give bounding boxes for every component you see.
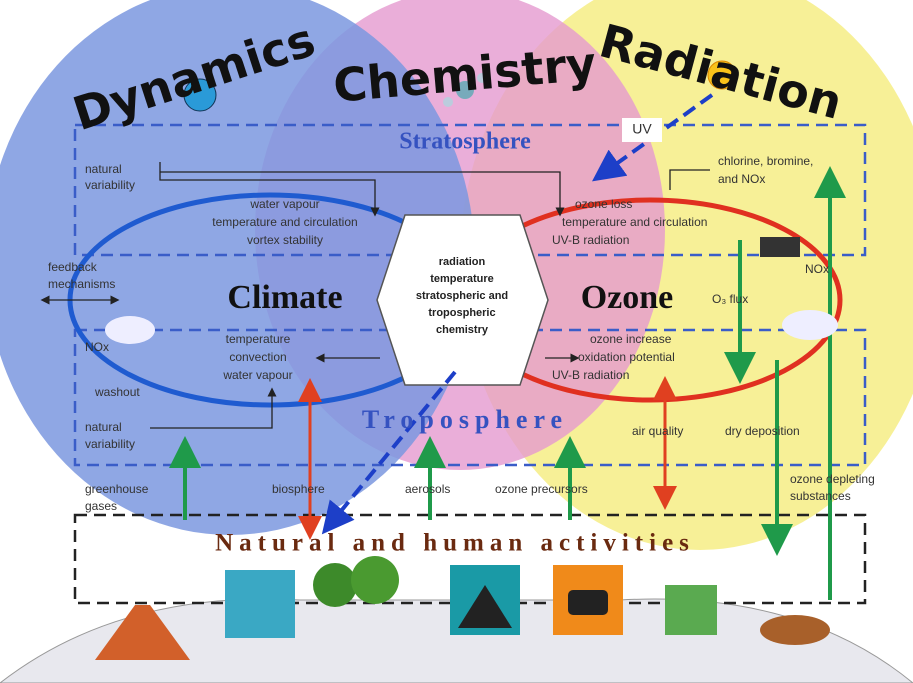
label: air quality bbox=[632, 424, 683, 438]
label: NOx bbox=[85, 340, 109, 354]
arrows bbox=[169, 93, 846, 600]
label: ozone loss bbox=[575, 197, 632, 211]
label: natural bbox=[85, 420, 122, 434]
label: temperature bbox=[226, 332, 291, 346]
center-label: tropospheric bbox=[428, 307, 495, 319]
center-label: temperature bbox=[430, 273, 494, 285]
label: UV-B radiation bbox=[552, 233, 629, 247]
label: ozone increase bbox=[590, 332, 672, 346]
label: ozone precursors bbox=[495, 482, 588, 496]
ozone-label: Ozone bbox=[581, 279, 674, 316]
label: convection bbox=[229, 350, 286, 364]
label: washout bbox=[94, 385, 140, 399]
label: water vapour bbox=[249, 197, 319, 211]
center-box bbox=[376, 214, 549, 386]
layer-label: Troposphere bbox=[362, 405, 568, 434]
label: UV bbox=[632, 121, 652, 137]
label: aerosols bbox=[405, 482, 450, 496]
icons bbox=[95, 60, 838, 660]
label: ozone depleting bbox=[790, 472, 875, 486]
label: O₃ flux bbox=[712, 292, 748, 306]
connectors bbox=[40, 162, 710, 429]
label: and NOx bbox=[718, 172, 765, 186]
label: substances bbox=[790, 489, 851, 503]
background-circles bbox=[0, 0, 913, 550]
label: mechanisms bbox=[48, 277, 115, 291]
label: temperature and circulation bbox=[562, 215, 707, 229]
climate-label: Climate bbox=[227, 279, 342, 316]
label: chlorine, bromine, bbox=[718, 154, 813, 168]
label: vortex stability bbox=[247, 233, 323, 247]
label: natural bbox=[85, 162, 122, 176]
label: variability bbox=[85, 437, 135, 451]
label: gases bbox=[85, 499, 117, 513]
center-label: radiation bbox=[439, 256, 486, 268]
label: greenhouse bbox=[85, 482, 149, 496]
label: oxidation potential bbox=[578, 350, 675, 364]
label: dry deposition bbox=[725, 424, 800, 438]
label: NOx bbox=[805, 262, 829, 276]
label: temperature and circulation bbox=[212, 215, 357, 229]
label: feedback bbox=[48, 260, 98, 274]
label: biosphere bbox=[272, 482, 325, 496]
label: variability bbox=[85, 178, 135, 192]
center-label: chemistry bbox=[436, 324, 489, 336]
uv-box bbox=[622, 118, 662, 142]
center-label: stratospheric and bbox=[416, 290, 508, 302]
layer-label: Natural and human activities bbox=[215, 530, 695, 557]
label: water vapour bbox=[222, 368, 292, 382]
label: UV-B radiation bbox=[552, 368, 629, 382]
layer-label: Stratosphere bbox=[399, 129, 531, 155]
